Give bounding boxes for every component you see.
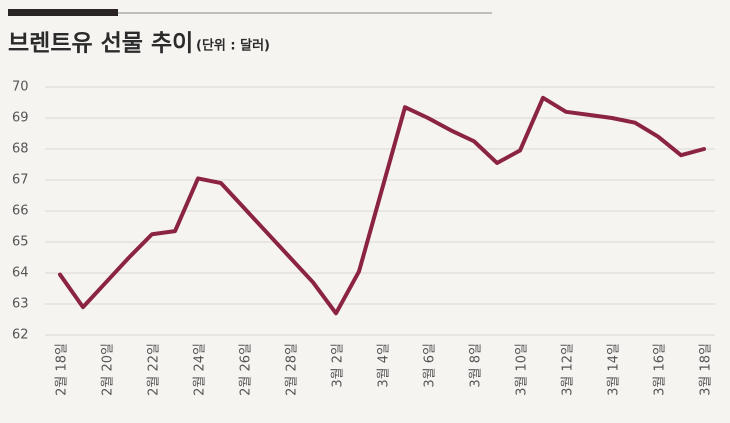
y-tick-label: 70 [12, 80, 29, 95]
x-tick-label: 3월 2일 [331, 343, 346, 388]
y-tick-label: 69 [12, 111, 29, 126]
x-tick-label: 3월 12일 [561, 343, 576, 396]
x-tick-label: 3월 6일 [423, 343, 438, 388]
chart-subtitle: (단위 : 달러) [196, 38, 270, 54]
x-tick-label: 3월 10일 [515, 343, 530, 396]
x-tick-label: 3월 16일 [653, 343, 668, 396]
x-tick-label: 3월 14일 [607, 343, 622, 396]
y-tick-label: 62 [12, 328, 29, 343]
chart-title: 브렌트유 선물 추이 [8, 31, 193, 57]
y-tick-label: 64 [12, 266, 29, 281]
x-tick-label: 3월 4일 [377, 343, 392, 388]
y-tick-label: 63 [12, 297, 29, 312]
y-tick-label: 65 [12, 235, 29, 250]
x-tick-label: 2월 26일 [239, 343, 254, 396]
header-accent [8, 9, 118, 16]
x-tick-label: 2월 18일 [55, 343, 70, 396]
line [58, 95, 706, 316]
x-tick-label: 2월 22일 [147, 343, 162, 396]
y-tick-label: 67 [12, 173, 29, 188]
y-tick-label: 66 [12, 204, 29, 219]
x-tick-label: 3월 8일 [469, 343, 484, 388]
x-tick-label: 2월 24일 [193, 343, 208, 396]
x-tick-label: 2월 28일 [285, 343, 300, 396]
y-tick-label: 68 [12, 142, 29, 157]
x-tick-label: 2월 20일 [101, 343, 116, 396]
x-tick-label: 3월 18일 [699, 343, 714, 396]
